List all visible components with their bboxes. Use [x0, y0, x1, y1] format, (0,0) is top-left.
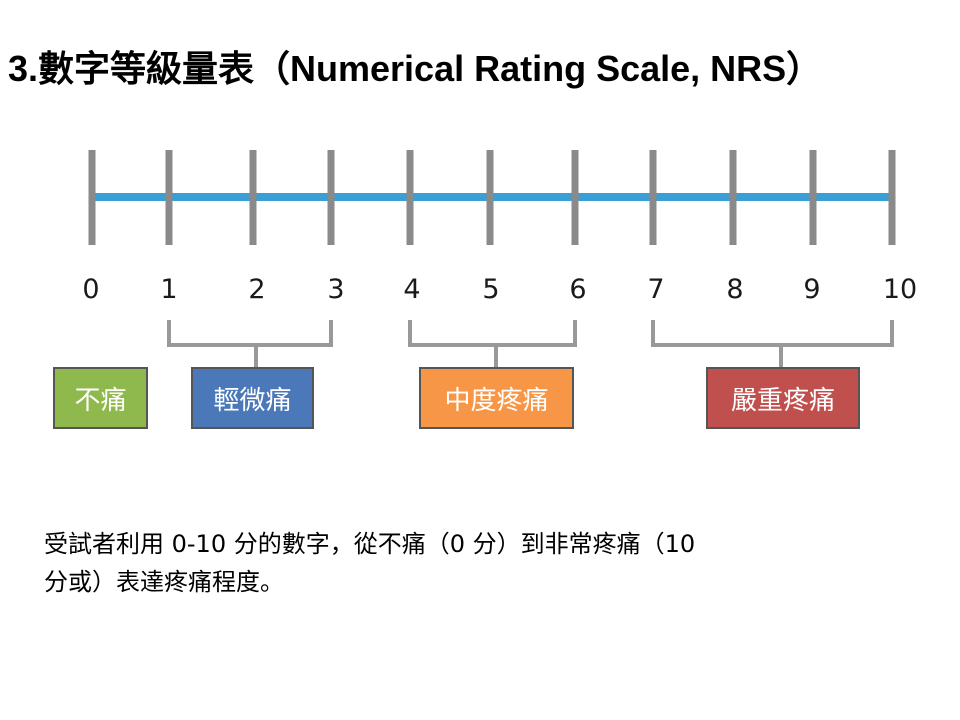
category-moderate-pain: 中度疼痛	[419, 367, 574, 429]
scale-number-6: 6	[569, 274, 586, 305]
scale-number-0: 0	[82, 274, 99, 305]
scale-number-4: 4	[403, 274, 420, 305]
scale-number-5: 5	[482, 274, 499, 305]
scale-number-8: 8	[726, 274, 743, 305]
page-title: 3.數字等級量表（Numerical Rating Scale, NRS）	[8, 48, 823, 89]
tick-group	[88, 150, 896, 245]
category-mild-pain: 輕微痛	[191, 367, 314, 429]
bracket-4-6	[408, 320, 577, 367]
scale-number-7: 7	[647, 274, 664, 305]
scale-number-10: 10	[883, 274, 917, 305]
scale-number-1: 1	[160, 274, 177, 305]
bracket-1-3	[167, 320, 333, 367]
bracket-7-10	[651, 320, 894, 367]
scale-number-3: 3	[327, 274, 344, 305]
scale-number-9: 9	[803, 274, 820, 305]
category-severe-pain: 嚴重疼痛	[706, 367, 860, 429]
scale-number-2: 2	[248, 274, 265, 305]
description-line-2: 分或）表達疼痛程度。	[44, 568, 284, 596]
number-group: 0 1 2 3 4 5 6 7 8 9 10	[82, 274, 917, 305]
category-no-pain: 不痛	[53, 367, 148, 429]
nrs-scale: 0 1 2 3 4 5 6 7 8 9 10	[82, 150, 917, 367]
description-line-1: 受試者利用 0-10 分的數字，從不痛（0 分）到非常疼痛（10	[44, 530, 696, 558]
bracket-group	[167, 320, 894, 367]
description: 受試者利用 0-10 分的數字，從不痛（0 分）到非常疼痛（10 分或）表達疼痛…	[44, 525, 844, 601]
